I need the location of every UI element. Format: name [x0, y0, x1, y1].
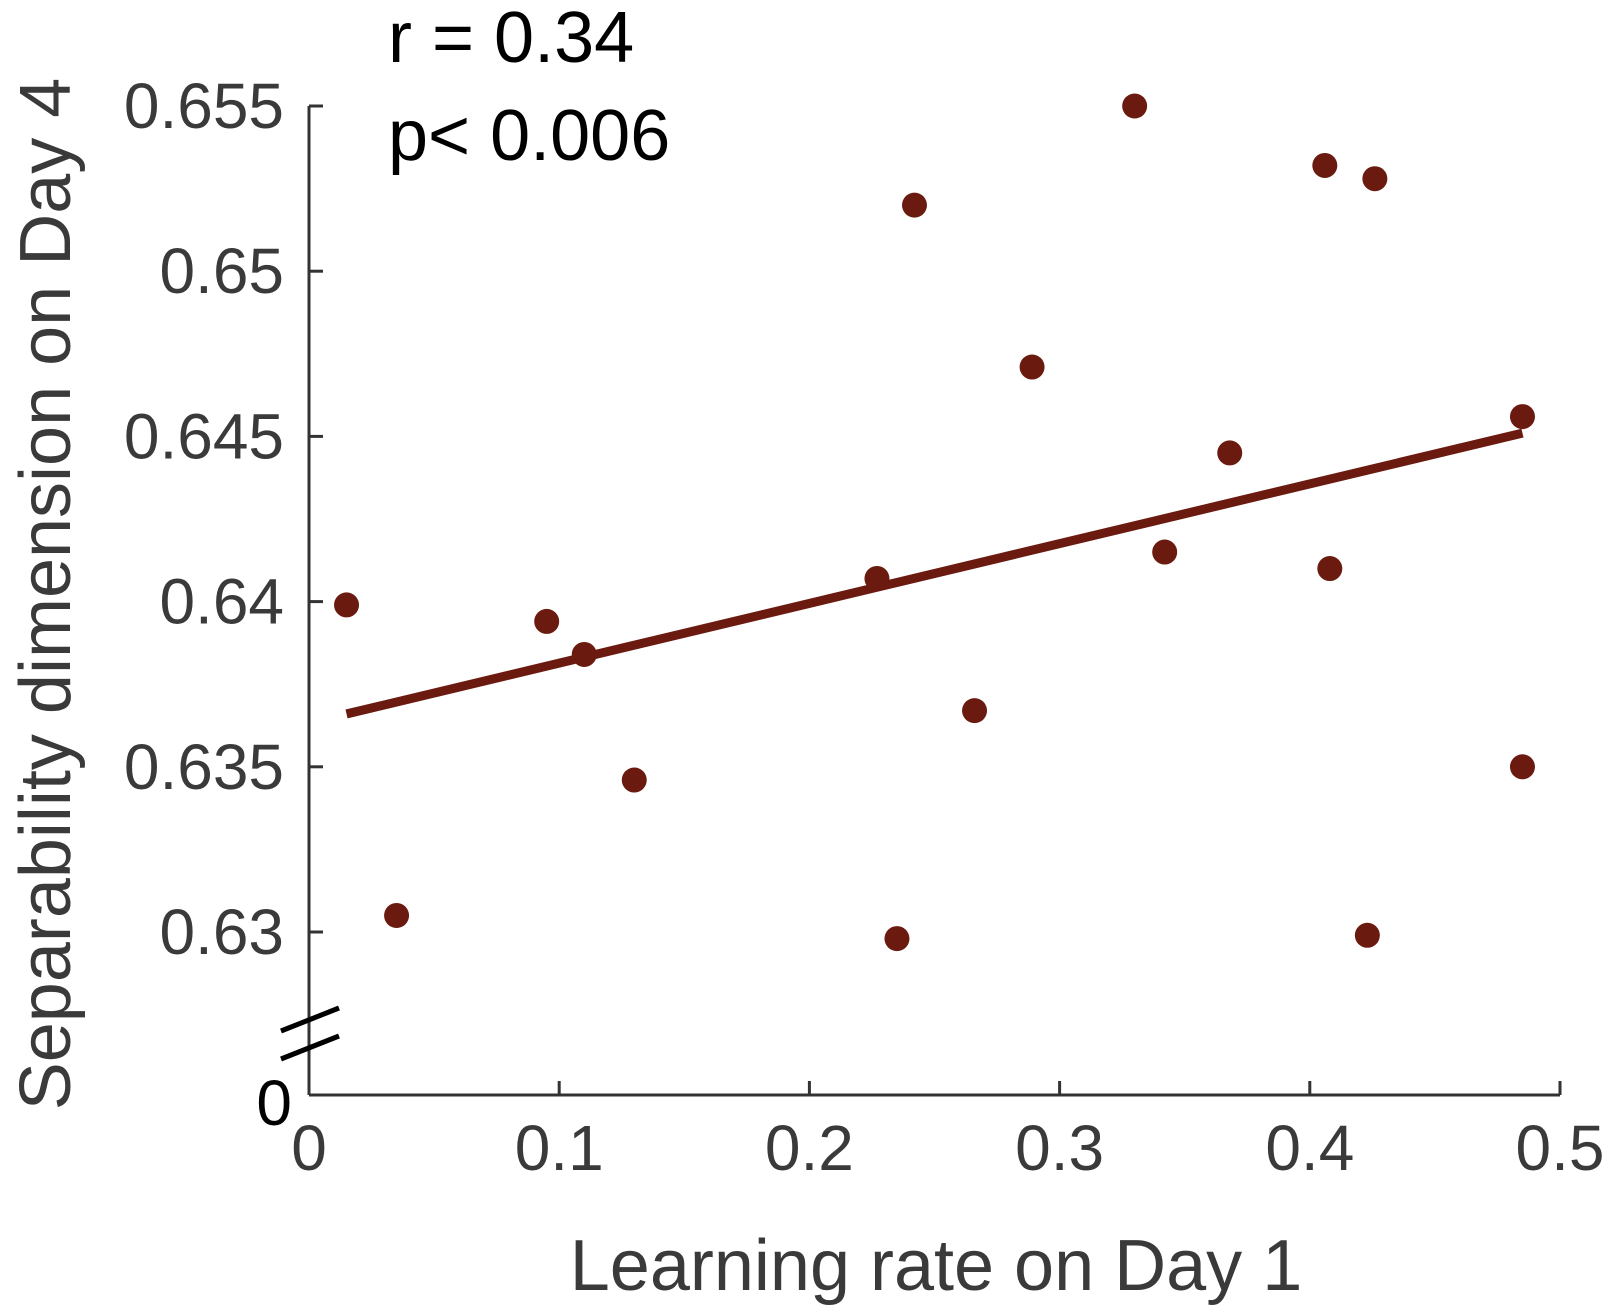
- data-point: [1019, 354, 1045, 380]
- axes: [280, 104, 1562, 1097]
- data-point: [901, 192, 927, 218]
- points-group: [334, 93, 1535, 952]
- data-point: [864, 565, 890, 591]
- data-point: [534, 608, 560, 634]
- data-point: [571, 641, 597, 667]
- data-point: [1312, 152, 1338, 178]
- p-value-annotation: p< 0.006: [388, 96, 670, 176]
- data-point: [1509, 754, 1535, 780]
- data-point: [334, 592, 360, 618]
- y-tick-label: 0.64: [159, 566, 284, 638]
- y-tick-label: 0.645: [124, 400, 284, 472]
- correlation-annotation: r = 0.34: [388, 0, 634, 78]
- x-tick-label: 0.5: [1516, 1112, 1605, 1184]
- data-point: [384, 902, 410, 928]
- y-tick-label: 0.635: [124, 731, 284, 803]
- x-tick-label: 0.4: [1265, 1112, 1354, 1184]
- data-point: [621, 767, 647, 793]
- data-point: [1152, 539, 1178, 565]
- x-tick-label: 0: [291, 1112, 327, 1184]
- y-tick-label: 0.655: [124, 70, 284, 142]
- data-point: [1362, 166, 1388, 192]
- data-point: [1217, 440, 1243, 466]
- x-axis-title: Learning rate on Day 1: [570, 1226, 1302, 1306]
- data-point: [1354, 922, 1380, 948]
- y-tick-label: 0.65: [159, 235, 284, 307]
- fit-line-group: [345, 428, 1524, 719]
- data-point: [884, 926, 910, 952]
- axis-break-mark: [280, 1033, 340, 1062]
- data-point: [1122, 93, 1148, 119]
- labels-group: 0 0.1 0.2 0.3 0.4 0.5 0.63 0.635 0.64 0.645 0.65 0.…: [6, 0, 1604, 1306]
- data-point: [962, 698, 988, 724]
- y-break-zero-label: 0: [256, 1067, 292, 1139]
- axis-break-mark: [280, 1005, 340, 1034]
- x-tick-label: 0.1: [515, 1112, 604, 1184]
- y-axis-title: Separability dimension on Day 4: [6, 78, 86, 1111]
- x-tick-label: 0.2: [765, 1112, 854, 1184]
- x-tick-label: 0.3: [1015, 1112, 1104, 1184]
- regression-line: [345, 428, 1524, 719]
- y-tick-label: 0.63: [159, 896, 284, 968]
- data-point: [1509, 404, 1535, 430]
- data-point: [1317, 556, 1343, 582]
